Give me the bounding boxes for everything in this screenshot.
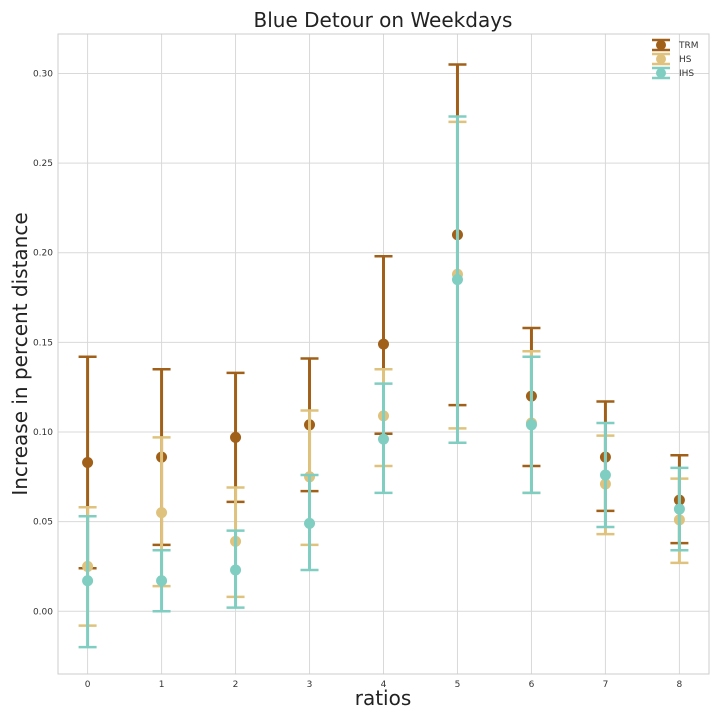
- data-point: [673, 503, 685, 515]
- x-tick-label: 4: [381, 680, 387, 690]
- x-tick-label: 6: [529, 680, 535, 690]
- y-tick-label: 0.15: [33, 338, 53, 348]
- data-point: [230, 564, 242, 576]
- x-tick-label: 1: [159, 680, 165, 690]
- data-point: [599, 469, 611, 481]
- legend-item-hs: HS: [652, 52, 692, 66]
- x-tick-label: 2: [233, 680, 239, 690]
- data-point: [156, 575, 168, 587]
- legend-label: TRM: [678, 41, 699, 51]
- y-tick-label: 0.30: [33, 69, 53, 79]
- legend-item-trm: TRM: [652, 38, 699, 52]
- data-point: [525, 419, 537, 431]
- x-tick-label: 5: [455, 680, 461, 690]
- x-tick-label: 0: [85, 680, 91, 690]
- y-tick-label: 0.10: [33, 428, 53, 438]
- tick-layer: 0 1 2 3 4 5 6 7 8 0.00 0.05 0.10 0.15 0.20 0.25 0.30: [33, 69, 683, 690]
- data-point: [230, 431, 242, 443]
- series-ihs: [78, 115, 689, 649]
- data-point: [378, 433, 389, 445]
- data-point: [156, 507, 168, 519]
- legend-marker: [656, 54, 666, 64]
- y-tick-label: 0.25: [33, 159, 53, 169]
- plot-frame: [57, 33, 710, 675]
- data-point: [304, 517, 316, 529]
- x-tick-label: 7: [603, 680, 609, 690]
- y-tick-label: 0.20: [33, 249, 53, 259]
- data-point: [378, 338, 389, 350]
- legend-item-ihs: IHS: [652, 66, 694, 80]
- y-tick-label: 0.00: [33, 607, 53, 617]
- legend-label: IHS: [679, 69, 694, 79]
- y-axis-label: Increase in percent distance: [8, 212, 32, 495]
- series-layer: [78, 63, 689, 649]
- x-axis-label: ratios: [355, 686, 412, 710]
- y-tick-label: 0.05: [33, 518, 53, 528]
- legend: TRM HS IHS: [652, 38, 699, 80]
- data-point: [82, 456, 94, 468]
- x-tick-label: 8: [677, 680, 683, 690]
- data-point: [82, 575, 94, 587]
- legend-label: HS: [679, 55, 692, 65]
- legend-marker: [656, 40, 666, 50]
- legend-marker: [656, 68, 666, 78]
- x-tick-label: 3: [307, 680, 313, 690]
- chart-title: Blue Detour on Weekdays: [254, 8, 513, 32]
- data-point: [451, 274, 463, 286]
